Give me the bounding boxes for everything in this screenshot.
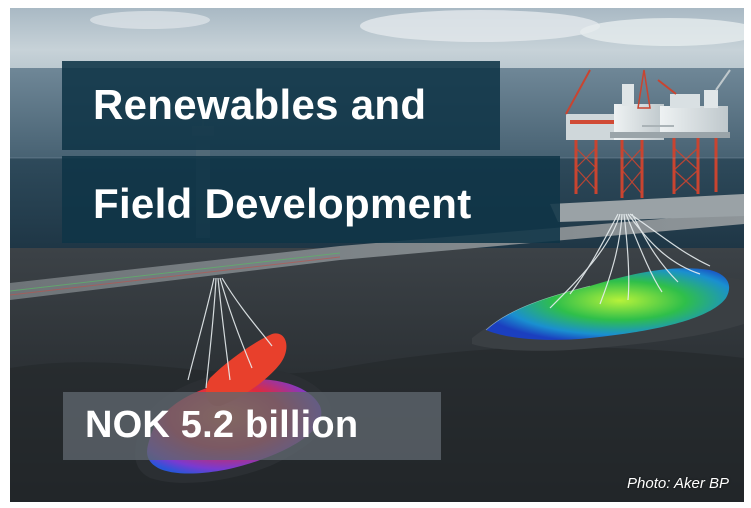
- photo-credit: Photo: Aker BP: [627, 475, 729, 492]
- title-line-1: Renewables and: [62, 61, 500, 150]
- slide-frame: Renewables and Field Development NOK 5.2…: [10, 8, 744, 502]
- title-line-2: Field Development: [62, 156, 560, 243]
- investment-value: NOK 5.2 billion: [63, 392, 441, 460]
- platform: [565, 69, 731, 198]
